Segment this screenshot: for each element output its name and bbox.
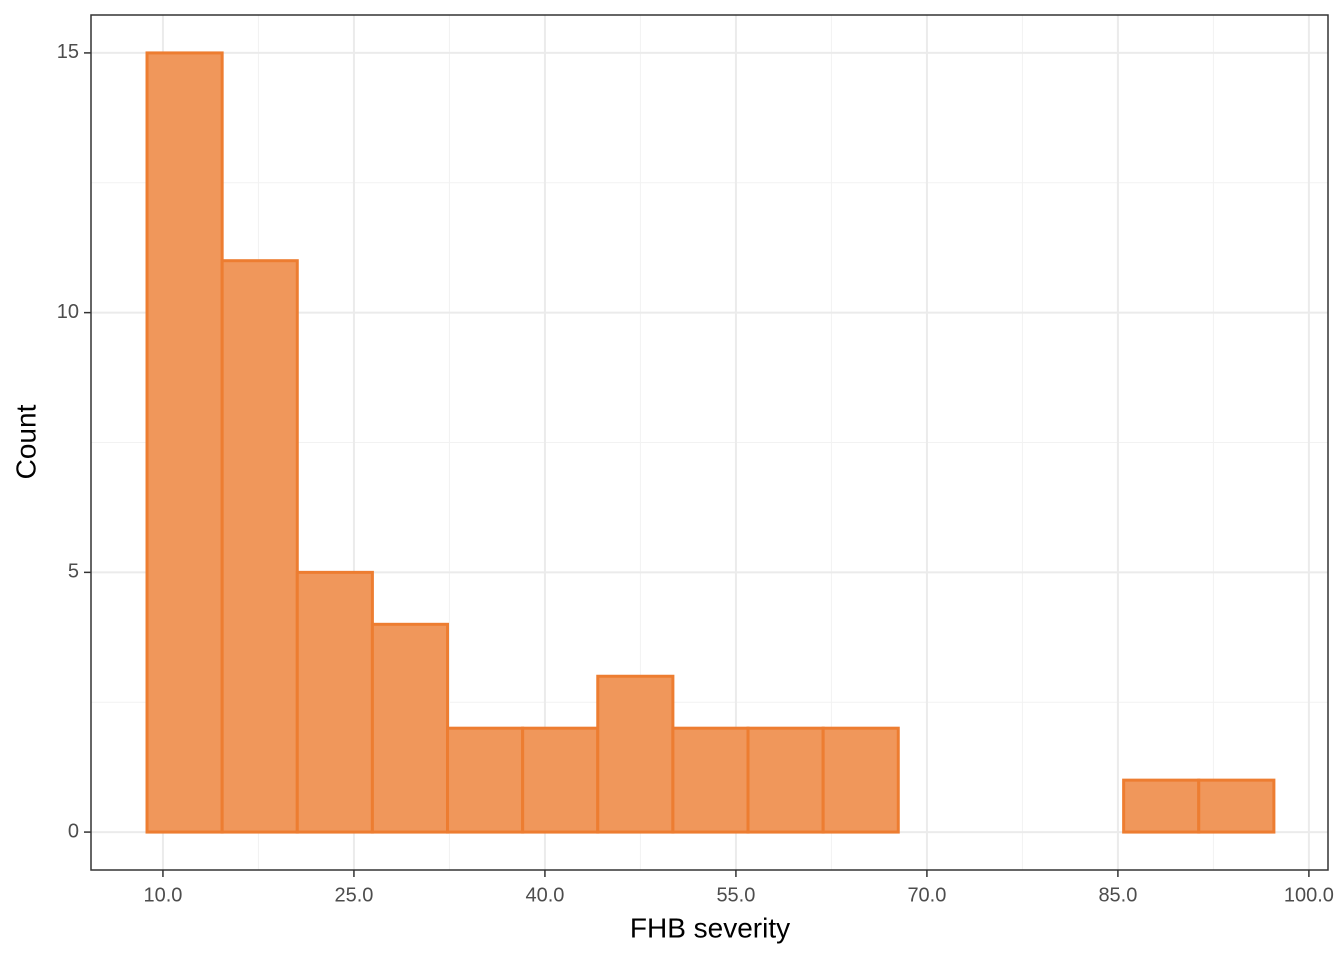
x-tick-label: 40.0 bbox=[525, 884, 564, 906]
bar bbox=[1122, 778, 1201, 834]
y-tick-label: 10 bbox=[57, 301, 79, 323]
x-tick-label: 70.0 bbox=[907, 884, 946, 906]
bar bbox=[220, 259, 299, 834]
x-axis-title: FHB severity bbox=[630, 912, 790, 943]
bar bbox=[1197, 778, 1276, 834]
bar bbox=[370, 622, 450, 834]
x-tick-label: 25.0 bbox=[334, 884, 373, 906]
x-tick-label: 85.0 bbox=[1098, 884, 1137, 906]
x-tick-label: 55.0 bbox=[716, 884, 755, 906]
x-tick-label: 10.0 bbox=[143, 884, 182, 906]
bar bbox=[746, 726, 825, 834]
bar bbox=[145, 51, 224, 834]
bar bbox=[671, 726, 750, 834]
plot-border bbox=[90, 14, 1329, 871]
y-tick-label: 0 bbox=[68, 820, 79, 842]
bar bbox=[521, 726, 600, 834]
bar bbox=[596, 674, 675, 834]
y-axis-title: Count bbox=[10, 404, 41, 479]
bar bbox=[821, 726, 900, 834]
x-tick-label: 100.0 bbox=[1284, 884, 1334, 906]
bar bbox=[295, 570, 374, 834]
bar bbox=[446, 726, 525, 834]
y-tick-label: 15 bbox=[57, 41, 79, 63]
y-tick-label: 5 bbox=[68, 561, 79, 583]
